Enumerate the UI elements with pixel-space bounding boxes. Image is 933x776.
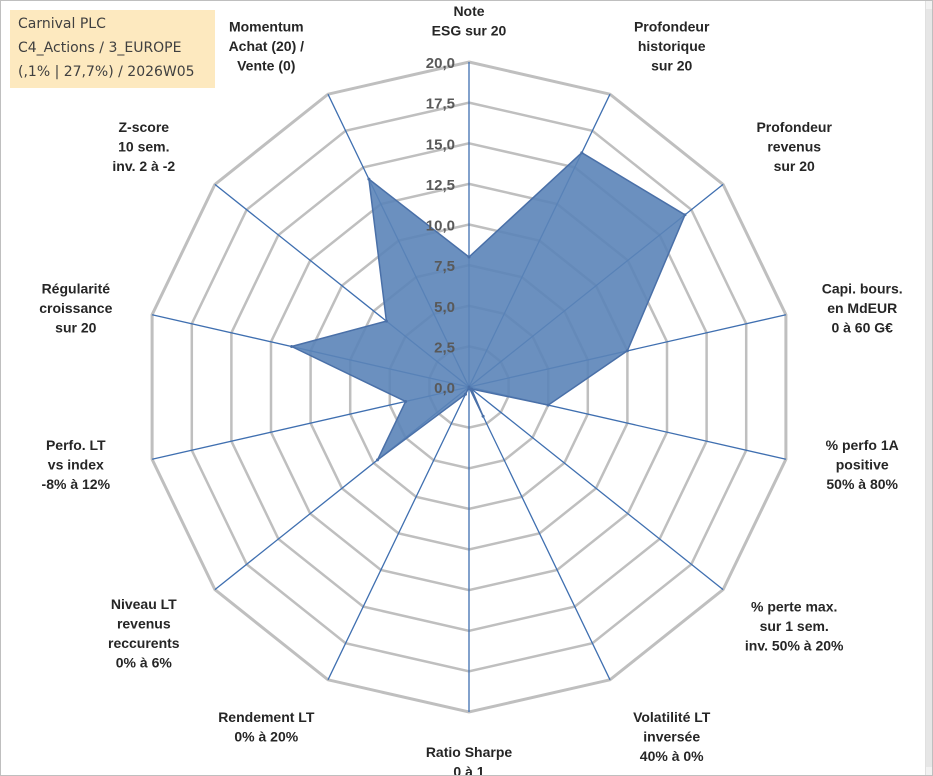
- axis-label-line: Achat (20) /: [229, 38, 305, 54]
- data-point: [384, 319, 388, 323]
- data-point: [376, 458, 379, 462]
- axis-spoke: [468, 386, 611, 681]
- tick-label: 0,0: [434, 380, 455, 397]
- data-point: [467, 255, 471, 259]
- axis-label: Niveau LT revenus reccurents 0% à 6%: [108, 596, 180, 671]
- axis-label-line: -8% à 12%: [42, 476, 111, 492]
- axis-label-line: sur 20: [651, 57, 692, 73]
- axis-label-line: reccurents: [108, 635, 180, 651]
- axis-label-line: Rendement LT: [218, 709, 315, 725]
- axis-label: Profondeur historique sur 20: [634, 18, 710, 73]
- scrollbar-thumb[interactable]: [926, 9, 932, 767]
- data-point: [290, 345, 294, 348]
- axis-label: Rendement LT 0% à 20%: [218, 709, 315, 745]
- axis-label-line: 0 à 1: [453, 764, 484, 776]
- axis-label-line: sur 20: [774, 158, 815, 174]
- axis-label-line: % perfo 1A: [826, 437, 899, 453]
- tick-layer: 0,0 2,5 5,0 7,5 10,0 12,5 15,0 17,5 20,0: [426, 55, 455, 397]
- axis-label-line: Momentum: [229, 18, 304, 34]
- data-point: [625, 349, 629, 353]
- data-point: [683, 213, 687, 217]
- axis-label-line: en MdEUR: [827, 300, 897, 316]
- axis-label-line: historique: [638, 38, 706, 54]
- axis-label-layer: Note ESG sur 20 Profondeur historique sur 20…: [39, 3, 902, 775]
- axis-label: Z-score 10 sem. inv. 2 à -2: [112, 119, 175, 174]
- axis-label-line: 10 sem.: [118, 138, 169, 154]
- series-layer: [289, 151, 687, 462]
- axis-label-line: revenus: [117, 615, 171, 631]
- data-point: [470, 387, 473, 391]
- axis-label-line: inv. 50% à 20%: [745, 638, 844, 654]
- chart-title-box: Carnival PLC C4_Actions / 3_EUROPE (,1% …: [10, 10, 215, 88]
- axis-label-line: Volatilité LT: [633, 709, 711, 725]
- axis-label: Régularité croissance sur 20: [39, 280, 112, 335]
- axis-label-line: revenus: [767, 138, 821, 154]
- axis-label: Capi. bours. en MdEUR 0 à 60 G€: [822, 280, 903, 335]
- axis-label-line: Profondeur: [634, 18, 710, 34]
- axis-label-line: inv. 2 à -2: [112, 158, 175, 174]
- axis-label: Ratio Sharpe 0 à 1: [426, 744, 513, 775]
- axis-label-line: 0% à 6%: [116, 654, 173, 670]
- tick-label: 17,5: [426, 96, 455, 113]
- data-point: [464, 392, 467, 396]
- axis-label: Profondeur revenus sur 20: [756, 119, 832, 174]
- axis-label-line: vs index: [48, 457, 104, 473]
- axis-label-line: Z-score: [119, 119, 170, 135]
- axis-label-line: 40% à 0%: [640, 748, 704, 764]
- tick-label: 20,0: [426, 55, 455, 72]
- axis-label-line: inversée: [643, 729, 700, 745]
- axis-label: Perfo. LT vs index -8% à 12%: [42, 437, 111, 492]
- tick-label: 2,5: [434, 339, 455, 356]
- axis-label: Momentum Achat (20) / Vente (0): [229, 18, 305, 73]
- weights-and-week: (,1% | 27,7%) / 2026W05: [18, 64, 195, 80]
- axis-label: % perfo 1A positive 50% à 80%: [826, 437, 899, 492]
- axis-label-line: % perte max.: [751, 599, 837, 615]
- tick-label: 15,0: [426, 136, 455, 153]
- axis-label-line: 50% à 80%: [826, 476, 898, 492]
- axis-label-line: Profondeur: [756, 119, 832, 135]
- data-point: [546, 403, 550, 407]
- tick-label: 10,0: [426, 218, 455, 235]
- tick-label: 7,5: [434, 258, 455, 275]
- axis-label-line: 0 à 60 G€: [831, 319, 893, 335]
- axis-label-line: Vente (0): [237, 57, 295, 73]
- data-point: [404, 400, 408, 403]
- data-point: [481, 414, 485, 418]
- data-point: [367, 177, 371, 181]
- axis-label: Note ESG sur 20: [432, 3, 507, 39]
- axis-label-line: sur 1 sem.: [760, 618, 829, 634]
- axis-label-line: ESG sur 20: [432, 23, 507, 39]
- company-name: Carnival PLC: [18, 16, 106, 32]
- axis-spoke: [468, 386, 724, 591]
- axis-label-line: Régularité: [42, 280, 111, 296]
- axis-label: % perte max. sur 1 sem. inv. 50% à 20%: [745, 599, 844, 654]
- axis-label-line: Note: [453, 3, 484, 19]
- tick-label: 5,0: [434, 299, 455, 316]
- axis-label-line: sur 20: [55, 319, 96, 335]
- axis-label-line: Capi. bours.: [822, 280, 903, 296]
- axis-label-line: Perfo. LT: [46, 437, 106, 453]
- data-point: [580, 151, 584, 155]
- axis-label: Volatilité LT inversée 40% à 0%: [633, 709, 711, 764]
- portfolio-path: C4_Actions / 3_EUROPE: [18, 40, 182, 56]
- axis-label-line: 0% à 20%: [234, 729, 298, 745]
- tick-label: 12,5: [426, 177, 455, 194]
- axis-label-line: croissance: [39, 300, 112, 316]
- vertical-scrollbar[interactable]: [925, 1, 932, 775]
- data-point: [467, 385, 471, 389]
- axis-label-line: Niveau LT: [111, 596, 177, 612]
- axis-label-line: Ratio Sharpe: [426, 744, 513, 760]
- axis-label-line: positive: [836, 457, 889, 473]
- axis-spoke: [327, 386, 470, 681]
